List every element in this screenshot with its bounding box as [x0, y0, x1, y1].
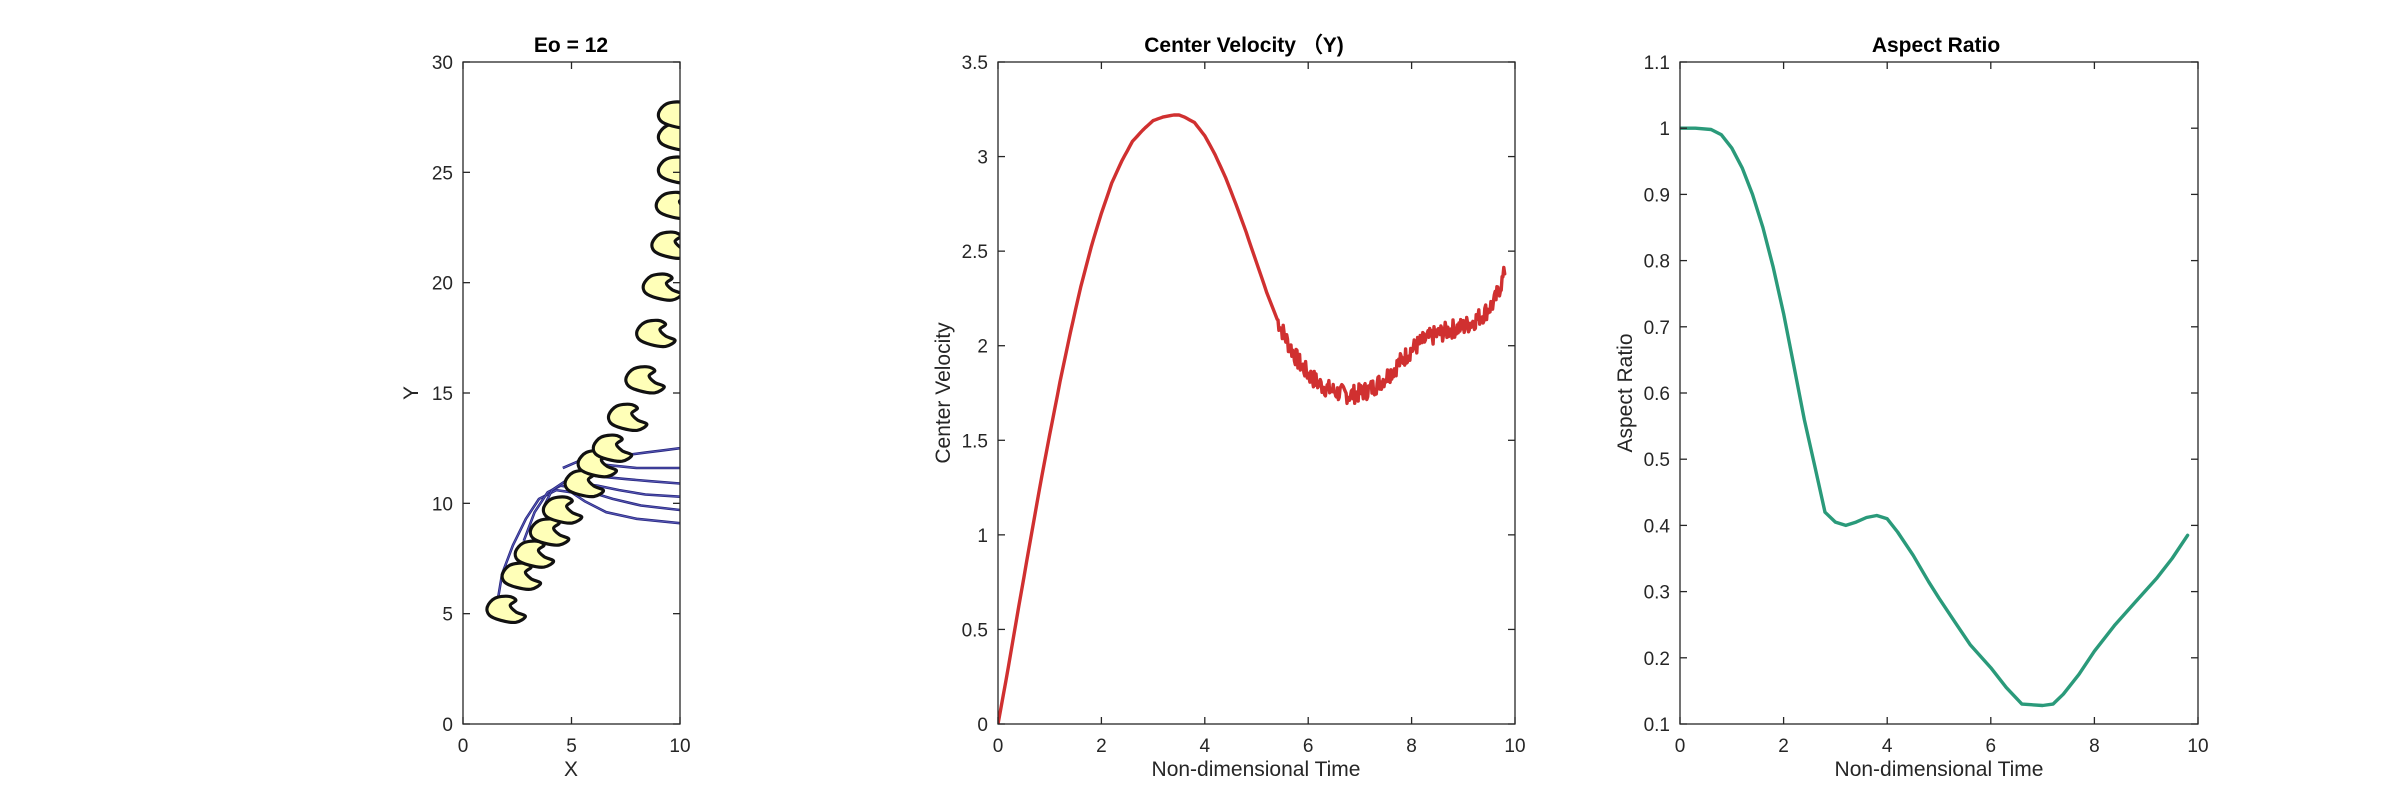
bubble-outline [624, 365, 666, 395]
tick-layer: 0 5 10 0 5 10 15 20 25 30 [432, 53, 691, 757]
x-tick-label: 0 [1675, 736, 1686, 757]
center-velocity-panel: Center Velocity （Y) 0 2 4 6 8 10 0 0.5 1 1.5 2 2.5 3… [932, 33, 1526, 781]
x-tick-label: 10 [2187, 736, 2208, 757]
bubble-outline [641, 272, 680, 302]
bubble-outline [650, 230, 680, 260]
x-tick-label: 0 [993, 736, 1004, 757]
y-tick-label: 0.6 [1644, 384, 1670, 405]
y-tick-label: 1.1 [1644, 53, 1670, 74]
y-tick-label: 0.1 [1644, 715, 1670, 736]
y-tick-label: 0 [977, 715, 988, 736]
y-tick-label: 1 [1659, 119, 1670, 140]
y-axis-label: Center Velocity [932, 322, 955, 464]
axes-frame [1679, 61, 2199, 725]
x-tick-label: 10 [1504, 736, 1525, 757]
y-tick-label: 2.5 [962, 242, 988, 263]
x-tick-label: 4 [1200, 736, 1211, 757]
x-tick-label: 2 [1096, 736, 1107, 757]
y-tick-label: 1.5 [962, 431, 988, 452]
chart-title: Aspect Ratio [1872, 34, 2000, 57]
tick-layer: 0 2 4 6 8 10 0.1 0.2 0.3 0.4 0.5 0.6 0.7 0.8 0.9 1 1.1 [1644, 53, 2209, 757]
x-tick-label: 2 [1778, 736, 1789, 757]
tick-layer: 0 2 4 6 8 10 0 0.5 1 1.5 2 2.5 3 3.5 [962, 53, 1526, 757]
bubble-outline [654, 190, 680, 221]
y-axis-label: Y [400, 386, 423, 400]
bubble-outline [656, 100, 680, 130]
y-axis-label: Aspect Ratio [1614, 333, 1637, 452]
x-tick-label: 10 [669, 736, 690, 757]
bubble-outline [513, 539, 556, 569]
plot-area [1680, 126, 2190, 708]
plot-area [485, 100, 680, 625]
y-tick-label: 0.4 [1644, 516, 1671, 537]
series-line [998, 113, 1507, 724]
x-tick-label: 4 [1882, 736, 1893, 757]
bubble-outline [485, 594, 528, 625]
bubble-outline [656, 155, 680, 185]
bubble-outline [606, 402, 649, 433]
x-axis-label: Non-dimensional Time [1835, 758, 2044, 781]
aspect-ratio-panel: Aspect Ratio 0 2 4 6 8 10 0.1 0.2 0.3 0.4 0.5 0.6 0.… [1614, 34, 2209, 781]
y-tick-label: 0.7 [1644, 318, 1670, 339]
x-tick-label: 8 [1406, 736, 1417, 757]
y-tick-label: 0.2 [1644, 649, 1670, 670]
y-tick-label: 0.5 [1644, 450, 1670, 471]
y-tick-label: 0.3 [1644, 583, 1670, 604]
y-tick-label: 30 [432, 53, 453, 74]
y-tick-label: 0 [442, 715, 453, 736]
x-tick-label: 5 [566, 736, 577, 757]
y-tick-label: 20 [432, 274, 453, 295]
y-tick-label: 0.9 [1644, 185, 1670, 206]
x-tick-label: 6 [1303, 736, 1314, 757]
bubble-outline [541, 495, 584, 525]
chart-title: Eo = 12 [534, 34, 608, 57]
y-tick-label: 2 [977, 337, 988, 358]
y-tick-label: 1 [977, 526, 988, 547]
axes-frame [997, 61, 1516, 725]
plot-area [998, 113, 1507, 724]
y-tick-label: 0.5 [962, 620, 988, 641]
y-tick-label: 3.5 [962, 53, 988, 74]
x-tick-label: 8 [2089, 736, 2100, 757]
y-tick-label: 0.8 [1644, 252, 1670, 273]
bubble-outline [591, 433, 634, 463]
y-tick-label: 3 [977, 148, 988, 169]
x-axis-label: X [564, 758, 578, 781]
x-tick-label: 0 [458, 736, 469, 757]
y-tick-label: 25 [432, 163, 453, 184]
bubble-outline [635, 318, 677, 349]
y-tick-label: 10 [432, 494, 453, 515]
trail-highlight [497, 489, 680, 601]
y-tick-label: 5 [442, 605, 453, 626]
series-line [1680, 126, 2190, 708]
x-tick-label: 6 [1986, 736, 1997, 757]
chart-title: Center Velocity （Y) [1144, 33, 1344, 57]
bubble-trajectory-panel: Eo = 12 0 5 10 0 5 10 15 20 25 30 X Y [400, 34, 691, 781]
x-axis-label: Non-dimensional Time [1152, 758, 1361, 781]
y-tick-label: 15 [432, 384, 453, 405]
